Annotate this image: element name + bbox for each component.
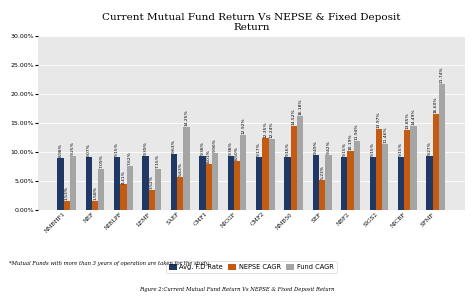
Text: 11.46%: 11.46% bbox=[383, 126, 387, 143]
Bar bbox=[228, 156, 234, 210]
Bar bbox=[149, 190, 155, 210]
Bar bbox=[347, 151, 354, 210]
Bar bbox=[92, 201, 98, 210]
Text: 12.24%: 12.24% bbox=[270, 122, 273, 138]
Bar bbox=[206, 164, 212, 210]
Text: 12.92%: 12.92% bbox=[241, 118, 245, 134]
Bar bbox=[427, 156, 433, 210]
Bar bbox=[212, 153, 218, 210]
Text: 9.16%: 9.16% bbox=[285, 142, 290, 156]
Text: 11.94%: 11.94% bbox=[355, 123, 359, 140]
Bar bbox=[127, 166, 133, 210]
Text: 14.25%: 14.25% bbox=[184, 110, 189, 127]
Bar bbox=[313, 155, 319, 210]
Text: 5.63%: 5.63% bbox=[178, 163, 182, 176]
Text: 10.19%: 10.19% bbox=[348, 134, 353, 150]
Text: 16.18%: 16.18% bbox=[298, 99, 302, 115]
Text: 9.42%: 9.42% bbox=[327, 141, 330, 154]
Text: 3.52%: 3.52% bbox=[150, 175, 154, 189]
Text: 9.15%: 9.15% bbox=[371, 142, 375, 156]
Bar bbox=[370, 157, 376, 210]
Text: 9.07%: 9.07% bbox=[87, 143, 91, 157]
Text: 9.38%: 9.38% bbox=[201, 141, 204, 155]
Text: *Mutual Funds with more than 3 years of operation are taken for the study.: *Mutual Funds with more than 3 years of … bbox=[9, 262, 210, 266]
Bar bbox=[183, 127, 190, 210]
Bar bbox=[291, 126, 297, 210]
Text: 21.74%: 21.74% bbox=[440, 67, 444, 83]
Text: 1.58%: 1.58% bbox=[93, 186, 97, 200]
Text: 9.39%: 9.39% bbox=[144, 141, 147, 155]
Text: 9.90%: 9.90% bbox=[213, 138, 217, 152]
Text: 13.85%: 13.85% bbox=[405, 112, 410, 129]
Text: 7.62%: 7.62% bbox=[128, 151, 132, 165]
Text: Figure 2:Current Mutual Fund Return Vs NEPSE & Fixed Deposit Return: Figure 2:Current Mutual Fund Return Vs N… bbox=[139, 287, 335, 292]
Text: 9.17%: 9.17% bbox=[257, 142, 261, 156]
Text: 14.52%: 14.52% bbox=[292, 108, 296, 125]
Text: 7.15%: 7.15% bbox=[156, 154, 160, 168]
Text: 8.98%: 8.98% bbox=[58, 143, 63, 157]
Bar bbox=[376, 129, 382, 210]
Text: 9.15%: 9.15% bbox=[399, 142, 403, 156]
Bar bbox=[433, 114, 439, 210]
Bar bbox=[114, 157, 120, 210]
Bar bbox=[439, 84, 445, 210]
Legend: Avg. F.D Rate, NEPSE CAGR, Fund CAGR: Avg. F.D Rate, NEPSE CAGR, Fund CAGR bbox=[166, 261, 337, 273]
Text: 7.09%: 7.09% bbox=[100, 154, 103, 168]
Title: Current Mutual Fund Return Vs NEPSE & Fixed Deposit
Return: Current Mutual Fund Return Vs NEPSE & Fi… bbox=[102, 13, 401, 32]
Bar bbox=[171, 154, 177, 210]
Bar bbox=[98, 169, 104, 210]
Bar bbox=[297, 116, 303, 210]
Text: 8.50%: 8.50% bbox=[235, 146, 239, 160]
Bar bbox=[155, 169, 161, 210]
Bar bbox=[234, 161, 240, 210]
Bar bbox=[143, 155, 149, 210]
Bar bbox=[319, 180, 325, 210]
Text: 14.49%: 14.49% bbox=[411, 109, 416, 125]
Bar bbox=[262, 138, 269, 210]
Text: 9.15%: 9.15% bbox=[342, 142, 346, 156]
Bar bbox=[354, 141, 360, 210]
Bar bbox=[410, 126, 417, 210]
Bar bbox=[256, 157, 262, 210]
Bar bbox=[177, 177, 183, 210]
Text: 12.35%: 12.35% bbox=[264, 121, 267, 137]
Text: 9.38%: 9.38% bbox=[229, 141, 233, 155]
Bar bbox=[120, 184, 127, 210]
Bar bbox=[404, 130, 410, 210]
Bar bbox=[199, 156, 206, 210]
Bar bbox=[382, 143, 388, 210]
Bar bbox=[64, 201, 70, 210]
Text: 4.41%: 4.41% bbox=[121, 170, 126, 184]
Bar bbox=[341, 157, 347, 210]
Text: 16.60%: 16.60% bbox=[434, 96, 438, 113]
Text: 9.25%: 9.25% bbox=[71, 142, 75, 155]
Text: 5.23%: 5.23% bbox=[320, 165, 324, 179]
Bar bbox=[325, 155, 332, 210]
Text: 9.63%: 9.63% bbox=[172, 140, 176, 153]
Bar bbox=[284, 157, 291, 210]
Text: 8.01%: 8.01% bbox=[207, 149, 210, 163]
Bar bbox=[86, 158, 92, 210]
Bar bbox=[240, 135, 246, 210]
Bar bbox=[70, 156, 76, 210]
Bar bbox=[269, 139, 275, 210]
Text: 9.27%: 9.27% bbox=[428, 142, 431, 155]
Text: 9.15%: 9.15% bbox=[115, 142, 119, 156]
Text: 9.49%: 9.49% bbox=[314, 140, 318, 154]
Text: 13.97%: 13.97% bbox=[377, 112, 381, 128]
Bar bbox=[57, 158, 64, 210]
Bar bbox=[398, 157, 404, 210]
Text: 1.53%: 1.53% bbox=[64, 186, 69, 200]
